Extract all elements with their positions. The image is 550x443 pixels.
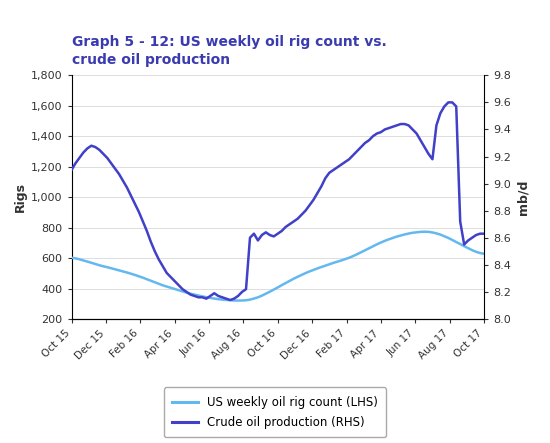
- Y-axis label: Rigs: Rigs: [14, 182, 27, 212]
- Legend: US weekly oil rig count (LHS), Crude oil production (RHS): US weekly oil rig count (LHS), Crude oil…: [163, 388, 387, 437]
- Y-axis label: mb/d: mb/d: [516, 179, 530, 215]
- Text: Graph 5 - 12: US weekly oil rig count vs.
crude oil production: Graph 5 - 12: US weekly oil rig count vs…: [72, 35, 386, 67]
